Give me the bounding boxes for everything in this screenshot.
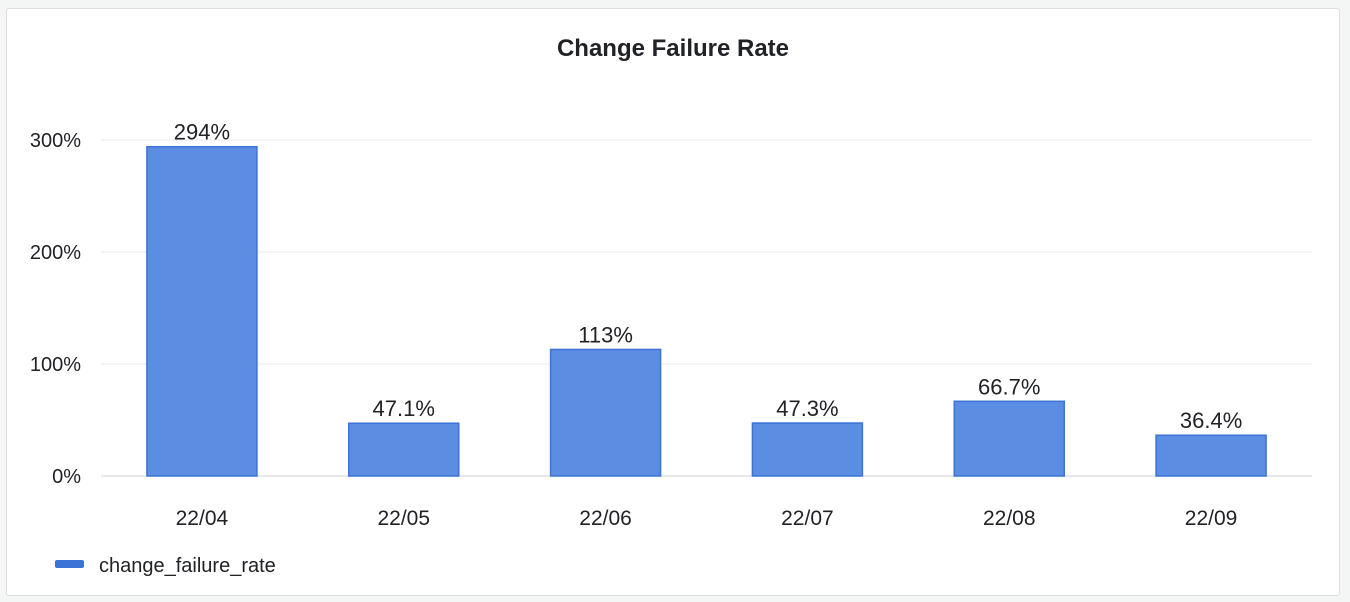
- legend-label[interactable]: change_failure_rate: [99, 555, 276, 577]
- data-label: 47.3%: [776, 396, 838, 421]
- x-category-label: 22/06: [579, 507, 632, 530]
- y-tick-label: 100%: [30, 354, 81, 376]
- y-tick-label: 300%: [30, 130, 81, 152]
- data-label: 47.1%: [373, 396, 435, 421]
- data-labels: 294% 47.1% 113% 47.3% 66.7% 36.4%: [174, 120, 1243, 434]
- bar-22-05[interactable]: [348, 422, 460, 477]
- grid-lines: [101, 139, 1312, 477]
- bars: [146, 145, 1267, 477]
- chart-panel: Change Failure Rate 0% 100% 200% 300% 294% 4…: [6, 8, 1340, 596]
- x-category-label: 22/08: [983, 507, 1036, 530]
- y-tick-label: 0%: [52, 466, 81, 488]
- bar-chart: 0% 100% 200% 300% 294% 47.1% 113% 47.3% 66.7% 36…: [30, 120, 1312, 577]
- bar-22-08[interactable]: [953, 400, 1065, 477]
- y-axis-ticks: 0% 100% 200% 300%: [30, 130, 81, 488]
- x-category-label: 22/09: [1185, 507, 1238, 530]
- data-label: 294%: [174, 120, 230, 145]
- data-label: 66.7%: [978, 374, 1040, 399]
- bar-22-07[interactable]: [751, 422, 864, 477]
- bar-22-06[interactable]: [549, 348, 662, 477]
- data-label: 36.4%: [1180, 408, 1242, 433]
- chart-title: Change Failure Rate: [556, 35, 790, 62]
- legend-swatch[interactable]: [55, 560, 84, 568]
- legend[interactable]: change_failure_rate: [55, 555, 276, 577]
- x-category-label: 22/04: [176, 507, 229, 530]
- bar-22-04[interactable]: [146, 145, 258, 477]
- x-axis-categories: 22/04 22/05 22/06 22/07 22/08 22/09: [176, 507, 1238, 530]
- data-label: 113%: [578, 322, 633, 347]
- bar-22-09[interactable]: [1155, 434, 1267, 477]
- y-tick-label: 200%: [30, 242, 81, 264]
- x-category-label: 22/05: [377, 507, 430, 530]
- x-category-label: 22/07: [781, 507, 834, 530]
